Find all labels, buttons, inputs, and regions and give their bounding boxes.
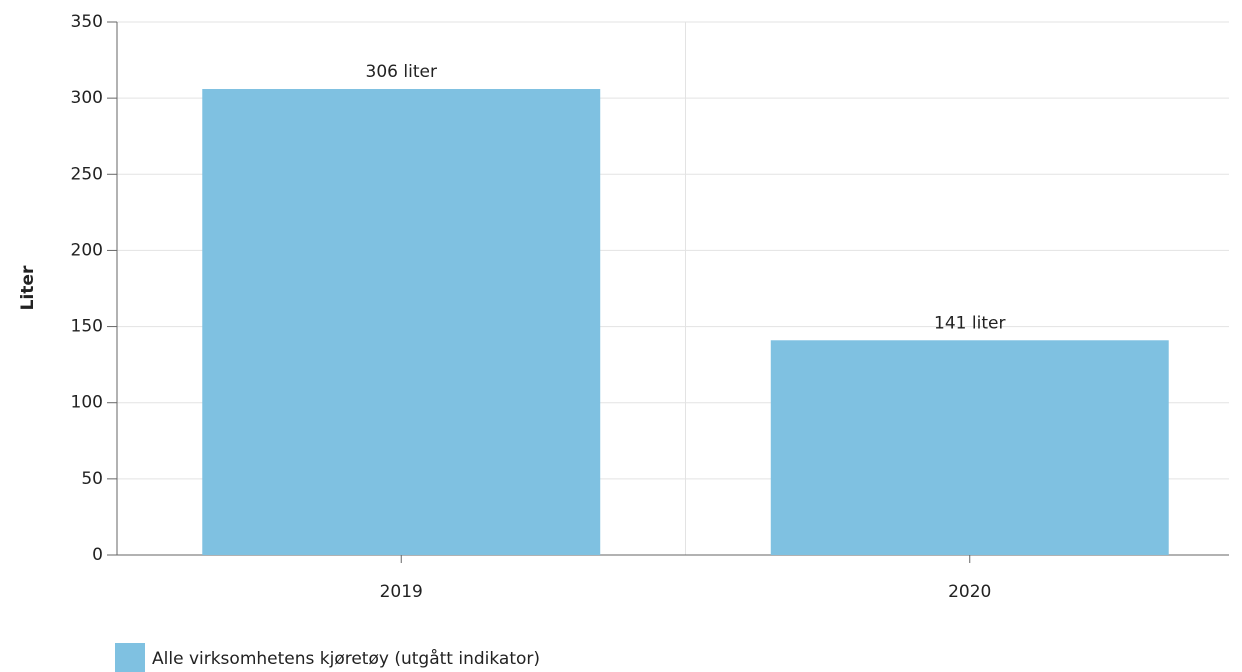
- bar: [202, 89, 601, 556]
- x-tick-label: 2019: [380, 582, 423, 602]
- y-tick-label: 200: [71, 240, 103, 260]
- y-tick-label: 150: [71, 317, 103, 337]
- legend-label: Alle virksomhetens kjøretøy (utgått indi…: [152, 648, 540, 669]
- y-axis-label: Liter: [18, 265, 38, 310]
- y-tick-label: 350: [71, 12, 103, 32]
- value-label: 141 liter: [934, 313, 1005, 333]
- y-tick-label: 50: [81, 469, 103, 489]
- y-tick-label: 250: [71, 164, 103, 184]
- value-label: 306 liter: [366, 62, 437, 82]
- x-tick-label: 2020: [948, 582, 991, 602]
- legend-swatch: [115, 643, 145, 672]
- bar: [770, 340, 1169, 555]
- y-tick-label: 100: [71, 393, 103, 413]
- y-tick-label: 0: [92, 545, 103, 565]
- y-tick-label: 300: [71, 88, 103, 108]
